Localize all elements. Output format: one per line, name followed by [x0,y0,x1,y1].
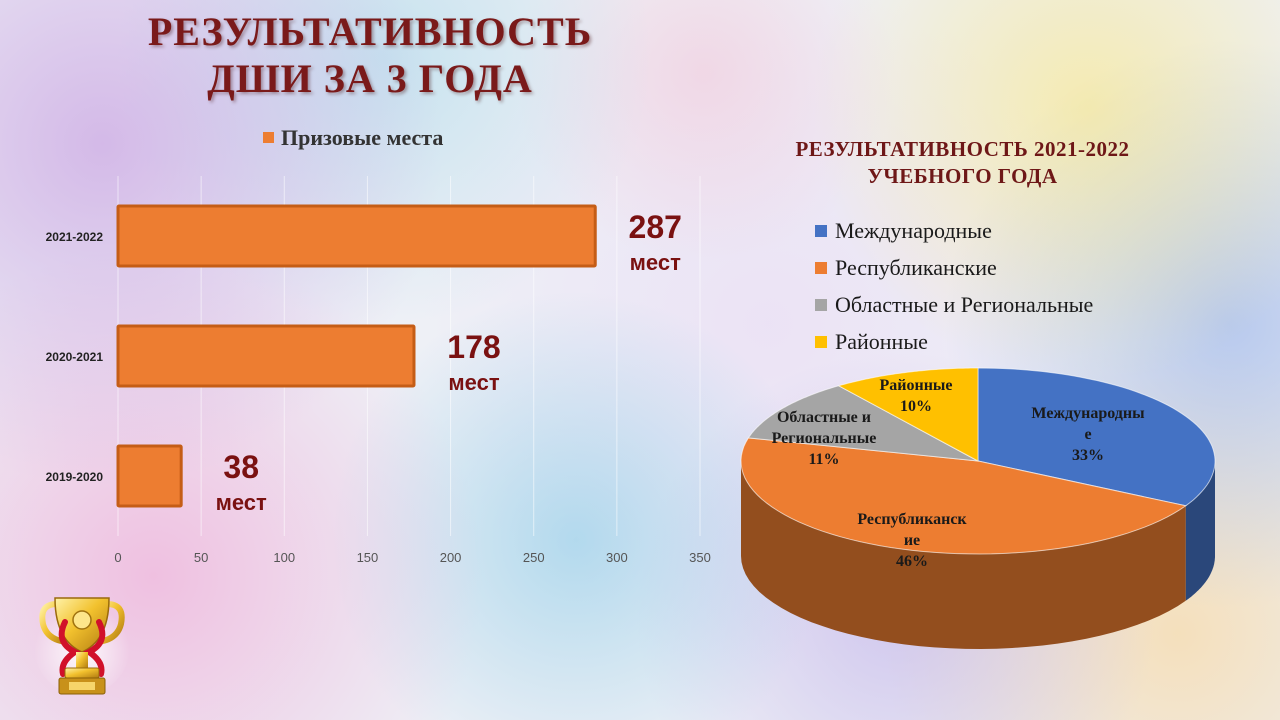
pie-data-label: Районные 10% [879,377,952,415]
x-tick-label: 0 [114,550,121,565]
bar [116,324,416,388]
pie-chart-title: РЕЗУЛЬТАТИВНОСТЬ 2021-2022 УЧЕБНОГО ГОДА [740,136,1185,190]
legend-swatch [815,335,827,348]
pie-slice [747,385,979,462]
pie-data-label-line: Региональные [772,430,877,447]
data-label-value: 178 [447,329,500,365]
pie-data-label-line: Районные [879,377,952,394]
legend-label: Призовые места [281,125,443,150]
pie-data-label-line: 10% [900,398,932,415]
legend-swatch [815,224,827,237]
pie-legend-label: Областные и Региональные [835,291,1094,317]
pie-legend-item: Международные [815,212,1093,249]
pie-data-label-line: Областные и [777,409,871,426]
pie-chart-title-line1: РЕЗУЛЬТАТИВНОСТЬ 2021-2022 [795,137,1130,161]
x-tick-label: 100 [273,550,295,565]
pie-data-label-line: е [1084,426,1091,443]
legend-swatch [815,261,827,274]
pie-legend-item: Областные и Региональные [815,286,1093,323]
legend-swatch [263,132,274,143]
legend-swatch [815,298,827,311]
pie-slice [977,367,1216,507]
x-tick-label: 200 [440,550,462,565]
pie-slice-side [741,461,1186,649]
pie-legend-item: Республиканские [815,249,1093,286]
pie-data-label-line: 33% [1072,447,1104,464]
x-tick-label: 250 [523,550,545,565]
pie-data-label-line: Республиканск [857,511,967,528]
pie-legend: Международные Республиканские Областные … [815,212,1093,360]
pie-slice [740,437,1187,555]
bar [116,444,183,508]
data-label-unit: мест [216,490,267,515]
pie-data-label: Областные и Региональные 11% [772,409,877,468]
category-label: 2020-2021 [46,350,104,364]
trophy-icon [35,597,130,695]
bar [116,204,597,268]
page-title-line1: РЕЗУЛЬТАТИВНОСТЬ [147,9,593,54]
x-tick-label: 300 [606,550,628,565]
page-title-line2: ДШИ ЗА 3 ГОДА [207,56,533,101]
data-label-value: 287 [629,209,682,245]
pie-slice [837,367,979,462]
data-label-unit: мест [630,250,681,275]
category-label: 2019-2020 [46,470,104,484]
page-title: РЕЗУЛЬТАТИВНОСТЬ ДШИ ЗА 3 ГОДА [100,8,640,102]
x-tick-label: 50 [194,550,208,565]
pie-data-label-line: ие [904,532,920,549]
x-tick-label: 150 [357,550,379,565]
pie-legend-label: Районные [835,328,928,354]
pie-data-label-line: 46% [896,553,928,570]
pie-legend-label: Международные [835,217,992,243]
category-label: 2021-2022 [46,230,104,244]
x-tick-label: 350 [689,550,711,565]
pie-data-label: Международны е 33% [1031,405,1145,464]
pie-data-label-line: Международны [1031,405,1145,422]
data-label-value: 38 [223,449,259,485]
pie-legend-label: Республиканские [835,254,997,280]
pie-legend-item: Районные [815,323,1093,360]
pie-slice-side [1185,461,1215,601]
pie-chart-title-line2: УЧЕБНОГО ГОДА [867,164,1058,188]
pie-data-label: Республиканск ие 46% [857,511,967,570]
pie-data-label-line: 11% [808,451,839,468]
data-label-unit: мест [448,370,499,395]
